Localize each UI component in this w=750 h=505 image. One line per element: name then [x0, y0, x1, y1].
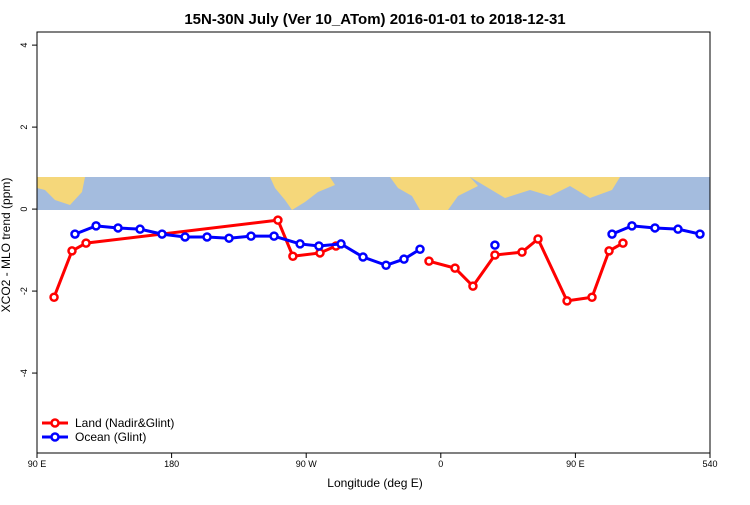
point [627, 221, 637, 231]
point [424, 256, 434, 266]
point [587, 292, 597, 302]
point [288, 251, 298, 261]
x-tick-label: 540 [702, 459, 717, 469]
point [81, 238, 91, 248]
x-axis-label: Longitude (deg E) [327, 476, 422, 490]
chart-title: 15N-30N July (Ver 10_ATom) 2016-01-01 to… [184, 11, 565, 28]
point [604, 246, 614, 256]
x-tick-label: 90 E [566, 459, 585, 469]
point [381, 260, 391, 271]
point [618, 238, 628, 248]
legend-marker [50, 418, 60, 428]
y-tick-label: -4 [19, 369, 29, 377]
y-tick-label: -2 [19, 287, 29, 295]
y-tick-label: 4 [19, 43, 29, 48]
point [224, 233, 234, 243]
legend-label: Ocean (Glint) [75, 430, 146, 444]
point [358, 252, 368, 262]
point [246, 231, 256, 241]
point [336, 239, 346, 249]
point [562, 296, 572, 306]
point [695, 229, 705, 239]
x-tick-label: 0 [438, 459, 443, 469]
point [135, 224, 145, 234]
x-tick-label: 90 W [296, 459, 318, 469]
plot-frame [36, 31, 711, 454]
point [269, 231, 279, 241]
point [490, 250, 500, 260]
point [295, 239, 305, 249]
point [157, 229, 167, 239]
point [49, 292, 59, 302]
legend-label: Land (Nadir&Glint) [75, 416, 174, 430]
point [673, 224, 683, 234]
point [314, 241, 324, 251]
x-tick-label: 180 [164, 459, 179, 469]
legend-marker [50, 432, 60, 442]
point [415, 244, 425, 255]
point [91, 221, 101, 231]
point [113, 223, 123, 233]
x-tick-label: 90 E [28, 459, 47, 469]
point [607, 229, 617, 239]
point [202, 232, 212, 242]
point [180, 232, 190, 242]
point [273, 215, 283, 225]
point [533, 234, 543, 244]
point [67, 246, 77, 256]
point [468, 281, 478, 291]
point [450, 263, 460, 273]
point [517, 247, 527, 257]
y-tick-label: 2 [19, 125, 29, 130]
point [490, 240, 500, 250]
point [70, 229, 80, 239]
y-tick-label: 0 [19, 207, 29, 212]
legend: Land (Nadir&Glint)Ocean (Glint) [42, 416, 174, 444]
map-band [37, 177, 710, 210]
y-axis-label: XCO2 - MLO trend (ppm) [0, 178, 13, 313]
point [650, 223, 660, 233]
point [399, 254, 409, 264]
